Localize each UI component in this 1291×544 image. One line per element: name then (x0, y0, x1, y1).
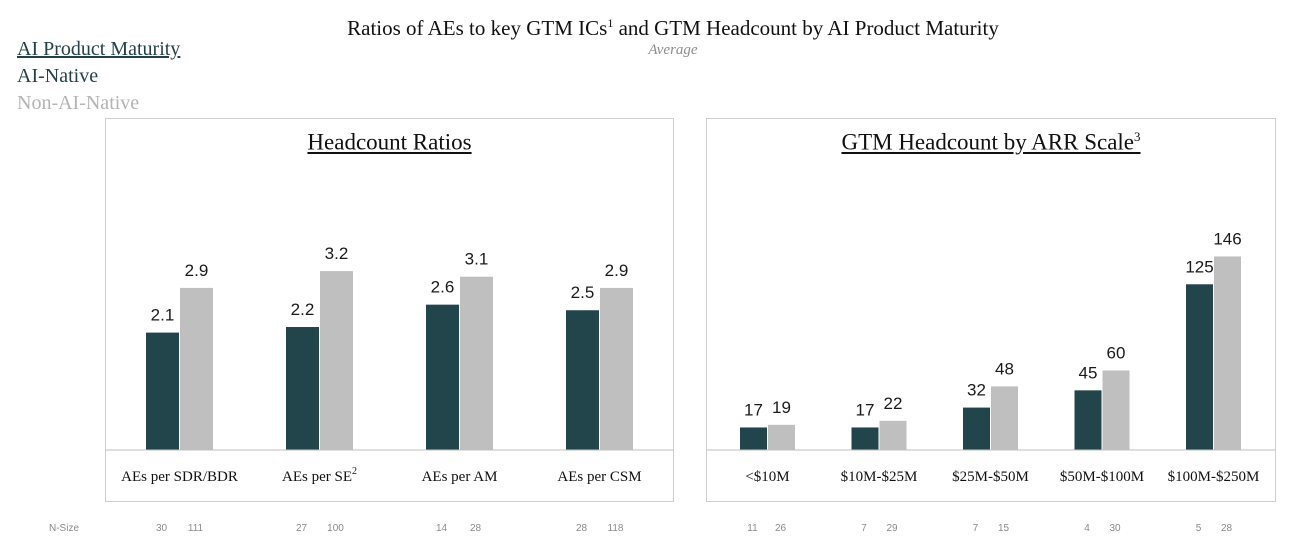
ratio-value-label-aes-per-am-ai-native: 2.6 (431, 278, 455, 297)
ratio-n-size-aes-per-se-non-ai-native: 100 (327, 523, 344, 534)
gtm-headcount-title-footnote: 3 (1134, 129, 1141, 144)
ratio-bar-aes-per-se-non-ai-native (320, 271, 353, 450)
arr-n-size-100m-250m-non-ai-native: 28 (1220, 523, 1233, 534)
arr-category-label-100m-250m: $100M-$250M (1168, 469, 1260, 485)
legend: AI Product Maturity AI-Native Non-AI-Nat… (17, 36, 180, 117)
chart-title-text-rest: and GTM Headcount by AI Product Maturity (613, 16, 999, 40)
ratio-value-label-aes-per-se-ai-native: 2.2 (291, 300, 315, 319)
ratio-n-size-aes-per-se-ai-native: 27 (295, 523, 308, 534)
arr-bar-25m-50m-ai-native (963, 407, 990, 450)
arr-bar-25m-50m-non-ai-native (991, 386, 1018, 450)
ratio-n-size-aes-per-csm-non-ai-native: 118 (607, 523, 624, 534)
arr-bar-50m-100m-ai-native (1074, 390, 1102, 450)
arr-n-size-100m-250m-ai-native: 5 (1195, 523, 1202, 534)
ratio-value-label-aes-per-csm-ai-native: 2.5 (571, 283, 595, 302)
arr-bar-10m-ai-native (740, 427, 767, 450)
arr-bar-100m-250m-non-ai-native (1214, 256, 1241, 450)
arr-category-label-10m: <$10M (745, 469, 789, 485)
arr-n-size-25m-50m-ai-native: 7 (972, 523, 979, 534)
headcount-ratios-panel: Headcount Ratios 2.1 2.9 AEs per SDR/BDR 2.… (105, 118, 674, 502)
arr-n-size-10m-ai-native: 11 (747, 523, 758, 534)
arr-bar-10m-non-ai-native (768, 424, 795, 450)
arr-value-label-10m-non-ai-native: 19 (772, 398, 791, 417)
ratio-value-label-aes-per-sdr-bdr-ai-native: 2.1 (151, 306, 175, 325)
ratio-n-size-aes-per-am-ai-native: 14 (435, 523, 448, 534)
arr-n-size-25m-50m-non-ai-native: 15 (997, 523, 1010, 534)
arr-value-label-25m-50m-non-ai-native: 48 (995, 359, 1014, 378)
gtm-headcount-chart: 17 19 <$10M 17 22 $10M-$25M 32 48 $25M-$50M 45 60 $… (707, 229, 1275, 485)
ratio-bar-aes-per-am-ai-native (426, 304, 459, 450)
arr-bar-100m-250m-ai-native (1186, 284, 1213, 450)
arr-value-label-100m-250m-ai-native: 125 (1185, 257, 1213, 276)
ratio-bar-aes-per-se-ai-native (286, 327, 319, 450)
gtm-headcount-title: GTM Headcount by ARR Scale3 (707, 129, 1275, 156)
arr-n-size-50m-100m-non-ai-native: 30 (1109, 523, 1121, 534)
legend-item-non-ai-native: Non-AI-Native (17, 92, 140, 114)
ratio-category-label-aes-per-sdr-bdr: AEs per SDR/BDR (121, 469, 238, 485)
ratio-bar-aes-per-csm-ai-native (566, 310, 599, 450)
chart-title-text: Ratios of AEs to key GTM ICs (347, 16, 608, 40)
arr-value-label-100m-250m-non-ai-native: 146 (1213, 229, 1241, 248)
ratio-category-label-aes-per-am: AEs per AM (422, 469, 498, 485)
arr-n-size-50m-100m-ai-native: 4 (1084, 523, 1090, 534)
ratio-category-label-aes-per-csm: AEs per CSM (557, 469, 641, 485)
arr-bar-50m-100m-non-ai-native (1102, 370, 1130, 450)
ratio-category-label-aes-per-se: AEs per SE2 (282, 466, 357, 485)
arr-category-label-25m-50m: $25M-$50M (952, 469, 1029, 485)
arr-value-label-10m-25m-ai-native: 17 (856, 400, 875, 419)
ratio-n-size-aes-per-am-non-ai-native: 28 (469, 523, 482, 534)
legend-title: AI Product Maturity (17, 38, 181, 60)
chart-title-footnote: 1 (607, 16, 614, 30)
arr-value-label-10m-25m-non-ai-native: 22 (884, 394, 903, 413)
arr-value-label-25m-50m-ai-native: 32 (967, 381, 986, 400)
legend-item-ai-native: AI-Native (17, 65, 99, 87)
ratio-bar-aes-per-sdr-bdr-ai-native (146, 332, 179, 450)
arr-value-label-10m-ai-native: 17 (744, 400, 763, 419)
ratio-n-size-aes-per-sdr-bdr-non-ai-native: 111 (187, 523, 204, 534)
arr-value-label-50m-100m-ai-native: 45 (1079, 363, 1098, 382)
arr-bar-10m-25m-non-ai-native (879, 420, 907, 450)
ratio-bar-aes-per-am-non-ai-native (460, 276, 493, 450)
arr-n-size-10m-non-ai-native: 26 (774, 523, 787, 534)
ratio-bar-aes-per-sdr-bdr-non-ai-native (180, 287, 213, 450)
ratio-value-label-aes-per-se-non-ai-native: 3.2 (325, 244, 349, 263)
chart-subtitle: Average (648, 42, 698, 58)
ratio-value-label-aes-per-sdr-bdr-non-ai-native: 2.9 (185, 261, 209, 280)
n-size-label: N-Size (49, 523, 80, 534)
headcount-ratios-title: Headcount Ratios (106, 129, 673, 156)
ratio-value-label-aes-per-am-non-ai-native: 3.1 (465, 250, 489, 269)
arr-bar-10m-25m-ai-native (851, 427, 879, 450)
gtm-headcount-panel: GTM Headcount by ARR Scale3 17 19 <$10M 17 2… (706, 118, 1276, 502)
ratio-value-label-aes-per-csm-non-ai-native: 2.9 (605, 261, 629, 280)
arr-value-label-50m-100m-non-ai-native: 60 (1107, 343, 1126, 362)
headcount-ratios-chart: 2.1 2.9 AEs per SDR/BDR 2.2 3.2 AEs per SE2 2.… (106, 244, 673, 485)
arr-category-label-50m-100m: $50M-$100M (1060, 469, 1144, 485)
ratio-n-size-aes-per-csm-ai-native: 28 (575, 523, 588, 534)
ratio-n-size-aes-per-sdr-bdr-ai-native: 30 (155, 523, 168, 534)
arr-category-label-10m-25m: $10M-$25M (841, 469, 918, 485)
gtm-headcount-title-text: GTM Headcount by ARR Scale (841, 129, 1135, 155)
arr-n-size-10m-25m-non-ai-native: 29 (886, 523, 898, 534)
arr-n-size-10m-25m-ai-native: 7 (861, 523, 867, 534)
chart-title: Ratios of AEs to key GTM ICs1 and GTM He… (0, 16, 1291, 41)
ratio-bar-aes-per-csm-non-ai-native (600, 287, 633, 450)
headcount-ratios-title-text: Headcount Ratios (307, 129, 472, 155)
